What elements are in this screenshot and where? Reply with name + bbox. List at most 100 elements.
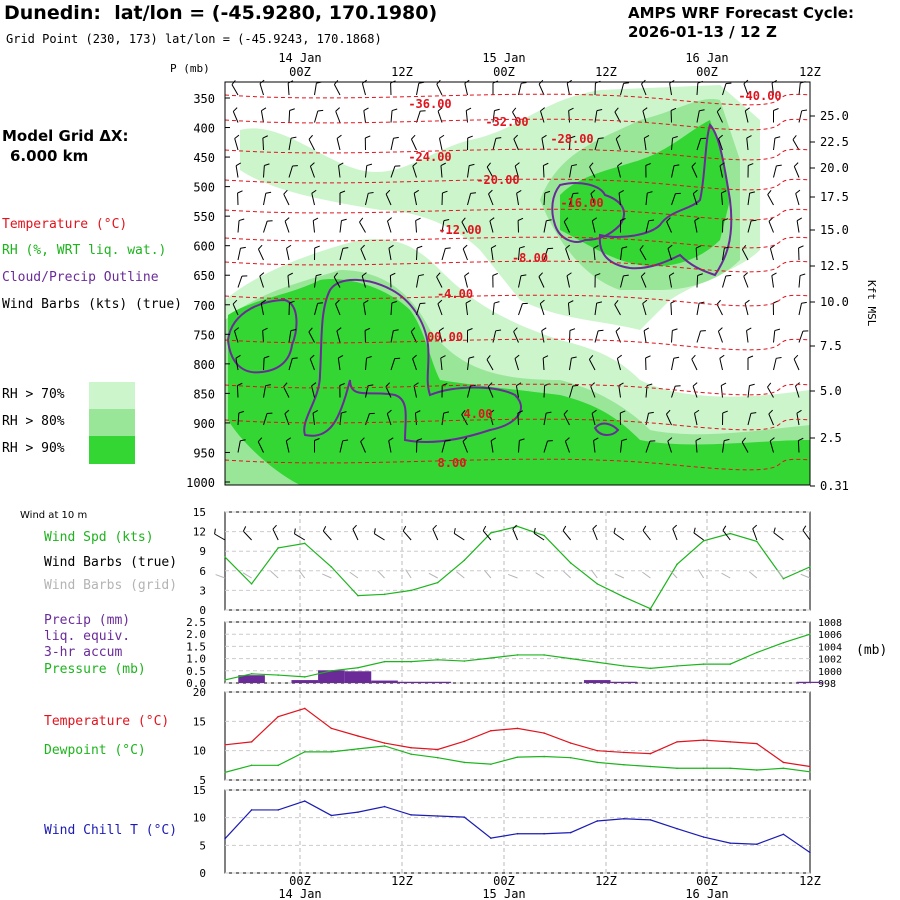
wind-barb bbox=[620, 438, 628, 453]
windchill-line-point bbox=[463, 816, 466, 818]
pressure-tick-label: 700 bbox=[193, 299, 215, 313]
wind-barb bbox=[798, 301, 807, 316]
wind-barb bbox=[465, 300, 471, 316]
wind-barb bbox=[339, 247, 349, 261]
top-time-tick-label: 12Z bbox=[799, 65, 821, 79]
wind-barb bbox=[743, 272, 749, 288]
precip-bar bbox=[397, 681, 425, 683]
wind-barb bbox=[416, 274, 424, 288]
wind-barb bbox=[237, 246, 246, 261]
dewpoint-line-point bbox=[516, 756, 519, 758]
wind-barb bbox=[565, 244, 570, 261]
dewpoint-line bbox=[224, 745, 811, 773]
windchill-line-point bbox=[623, 817, 625, 820]
wind-barb bbox=[467, 163, 475, 178]
wind-barb bbox=[594, 273, 601, 288]
wind-speed-line-point bbox=[490, 532, 492, 534]
wind-barb bbox=[461, 410, 468, 426]
wind-barb bbox=[543, 440, 553, 453]
temperature-contour-label: 8.00 bbox=[438, 456, 467, 470]
cycle-label: AMPS WRF Forecast Cycle: bbox=[628, 4, 854, 22]
wind-barb bbox=[440, 162, 446, 178]
wind-barb bbox=[461, 217, 468, 233]
pressure-tick-label: 400 bbox=[193, 122, 215, 136]
pressure-ytick-label: 998 bbox=[818, 679, 836, 690]
dewpoint-line-point bbox=[383, 745, 386, 747]
wind-barb bbox=[594, 108, 603, 123]
wind-barb bbox=[365, 412, 375, 426]
wind-barb bbox=[768, 217, 774, 233]
wind-panel-ytick-label: 3 bbox=[199, 584, 206, 597]
wind-barb bbox=[767, 382, 774, 398]
grid-wind-barb bbox=[563, 570, 572, 579]
wind-barb bbox=[569, 384, 579, 398]
pressure-line-point bbox=[463, 660, 466, 662]
pressure-line-point bbox=[224, 679, 226, 681]
wind-speed-legend: Wind Spd (kts) bbox=[44, 530, 154, 545]
surface-wind-barb bbox=[613, 527, 625, 541]
wind-barb bbox=[415, 217, 421, 233]
pressure-line-point bbox=[782, 641, 785, 644]
temperature-line-point bbox=[224, 744, 226, 746]
wind-barb bbox=[798, 330, 809, 343]
pressure-line-point bbox=[729, 663, 732, 665]
wind-barb bbox=[257, 244, 264, 261]
precip-bar bbox=[583, 680, 611, 683]
temperature-contour-line bbox=[224, 294, 811, 307]
wind-barb bbox=[691, 354, 698, 371]
grid-wind-barb bbox=[484, 570, 492, 579]
dewpoint-line-point bbox=[756, 769, 758, 771]
wind-barb bbox=[744, 299, 750, 316]
wind-barb bbox=[793, 162, 800, 178]
wind-barb bbox=[617, 162, 623, 178]
wind-barb bbox=[538, 272, 545, 288]
windchill-line-point bbox=[702, 836, 705, 838]
wind-barb bbox=[388, 244, 394, 261]
wind-speed-line-point bbox=[569, 562, 572, 564]
wind-barb bbox=[741, 437, 749, 453]
windchill-line-point bbox=[277, 809, 279, 811]
pressure-line-point bbox=[543, 654, 545, 656]
pressure-tick-label: 1000 bbox=[186, 476, 215, 490]
wind-barb bbox=[670, 107, 677, 123]
wind-barb bbox=[671, 136, 678, 151]
temperature-contour-line bbox=[224, 383, 811, 396]
windchill-line-point bbox=[357, 811, 359, 813]
precip-bar bbox=[371, 680, 398, 683]
wind-barb bbox=[333, 272, 341, 288]
wind-barb bbox=[462, 244, 468, 261]
grid-wind-barb bbox=[535, 572, 545, 579]
bottom-date-label: 16 Jan bbox=[685, 887, 728, 900]
wind-barb bbox=[720, 382, 727, 398]
wind-speed-line-point bbox=[383, 593, 386, 596]
precip-bar bbox=[610, 681, 638, 683]
temp-panel-ytick-label: 5 bbox=[199, 774, 206, 787]
top-time-tick-label: 12Z bbox=[595, 65, 617, 79]
wind-barb bbox=[235, 162, 242, 178]
pressure-ytick-label: 1002 bbox=[818, 655, 842, 666]
wind-barb bbox=[260, 299, 267, 316]
wind-barb bbox=[360, 244, 366, 261]
temperature-contour-label: -24.00 bbox=[408, 150, 451, 164]
wind-barb bbox=[618, 190, 624, 206]
legend-temperature: Temperature (°C) bbox=[2, 217, 128, 232]
wind-barb bbox=[441, 247, 451, 261]
wind-barb bbox=[694, 217, 700, 233]
time-height-frame bbox=[224, 81, 811, 486]
windchill-line-point bbox=[436, 815, 439, 817]
pressure-tick-label: 600 bbox=[193, 240, 215, 254]
wind-barb bbox=[671, 385, 681, 398]
wind-speed-line-point bbox=[410, 589, 412, 592]
wind-speed-line-point bbox=[463, 559, 466, 562]
pressure-line-point bbox=[676, 665, 678, 667]
dewpoint-line-point bbox=[596, 761, 599, 764]
top-date-label: 14 Jan bbox=[278, 51, 321, 65]
wind-barb bbox=[363, 299, 369, 316]
windchill-line-point bbox=[383, 805, 386, 808]
wind-barb bbox=[645, 440, 656, 453]
bottom-time-tick-label: 12Z bbox=[391, 874, 413, 888]
precip-ytick-label: 1.5 bbox=[186, 640, 206, 653]
wind-barb bbox=[716, 299, 723, 316]
wind-barb bbox=[615, 134, 621, 151]
wind-barb bbox=[591, 409, 597, 426]
